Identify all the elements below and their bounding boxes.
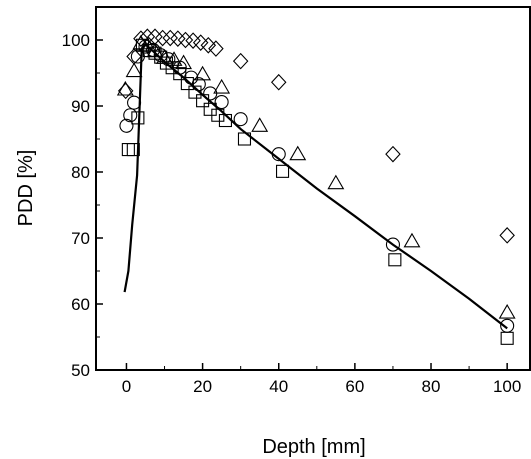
triangle-point [213,78,231,94]
circle-point [214,94,229,110]
square-point [188,85,202,99]
series-layer [116,28,516,345]
circle-point [385,237,400,252]
diamond-point [499,227,515,244]
square-point [237,132,252,146]
diamond-point [232,52,249,70]
circle-point [233,112,248,127]
square-point [135,38,149,52]
triangle-point [403,232,421,248]
diamond-point [208,40,224,57]
circle-point [138,39,153,54]
square-point [126,143,140,157]
square-point [131,111,145,125]
diamond-point [270,73,287,91]
square-point [218,113,232,128]
square-point [388,253,402,267]
plot-frame [95,6,531,371]
x-tick-label: 40 [269,377,288,396]
triangle-point [327,174,345,190]
fit-curve [123,42,508,330]
y-axis-title: PDD [%] [15,150,37,227]
circle-point [127,95,142,110]
y-tick-label: 50 [71,361,90,380]
diamond-point [200,36,217,54]
x-tick-label: 60 [345,377,364,396]
x-tick-label: 100 [493,377,521,396]
triangle-point [194,65,212,81]
triangle-point [175,54,193,70]
circle-point [271,147,286,162]
diamond-point [192,34,209,51]
diamond-point [133,30,149,47]
square-point [275,164,290,178]
triangle-point [251,117,269,132]
diamond-point [177,31,194,49]
y-tick-label: 60 [71,295,90,314]
y-tick-label: 90 [71,97,90,116]
y-tick-label: 70 [71,229,90,248]
square-point [180,77,194,91]
triangle-point [289,145,307,161]
diamond-point [385,145,401,163]
triangle-point [498,303,516,319]
y-tick-label: 80 [71,163,90,182]
circle-point [119,118,134,133]
y-axis: 50 60 70 80 90 100 [62,31,103,380]
circle-point [191,77,206,92]
circle-point [203,86,218,101]
square-point [196,94,210,108]
x-axis-title: Depth [mm] [262,436,365,458]
square-point [500,331,514,345]
diamond-point [154,29,171,47]
square-point [173,67,187,81]
y-tick-label: 100 [62,31,90,50]
triangle-point [116,80,134,96]
diamond-point [117,82,134,100]
x-tick-label: 20 [193,377,212,396]
x-tick-label: 80 [422,377,441,396]
square-point [121,143,135,157]
circle-point [161,52,176,67]
triangle-point [125,62,143,78]
x-tick-label: 0 [122,377,131,396]
diamond-point [162,29,178,47]
circle-point [123,108,138,123]
x-axis: 0 20 40 60 80 100 [122,363,521,396]
square-point [211,108,225,122]
